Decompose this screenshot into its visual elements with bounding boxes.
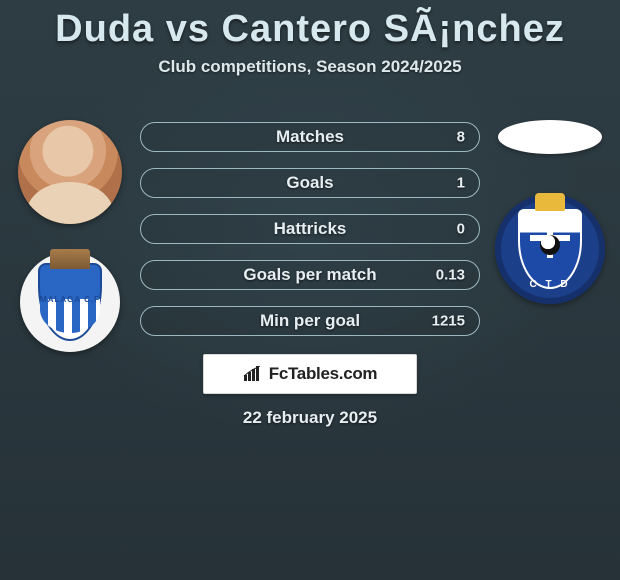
right-club-letters: C T D — [495, 279, 605, 290]
subtitle: Club competitions, Season 2024/2025 — [0, 57, 620, 77]
left-club-badge: MALAGA C.F — [20, 252, 120, 352]
header: Duda vs Cantero SÃ¡nchez Club competitio… — [0, 0, 620, 77]
stat-right-value: 0.13 — [436, 267, 465, 284]
date-label: 22 february 2025 — [0, 408, 620, 428]
stats-list: Matches 8 Goals 1 Hattricks 0 Goals per … — [140, 122, 480, 352]
stat-label: Goals per match — [243, 265, 376, 285]
stat-label: Min per goal — [260, 311, 360, 331]
stat-label: Matches — [276, 127, 344, 147]
right-player-photo-placeholder — [498, 120, 602, 154]
brand-attribution[interactable]: FcTables.com — [203, 354, 417, 394]
stat-row-goals: Goals 1 — [140, 168, 480, 198]
left-club-short: MALAGA C.F — [40, 295, 100, 304]
stat-label: Hattricks — [274, 219, 347, 239]
right-club-badge: C T D — [495, 194, 605, 304]
stat-right-value: 0 — [457, 221, 465, 238]
stat-label: Goals — [286, 173, 333, 193]
tenerife-shield-icon — [518, 209, 582, 289]
right-player-column: C T D — [490, 120, 610, 304]
left-player-photo — [18, 120, 122, 224]
stat-row-goals-per-match: Goals per match 0.13 — [140, 260, 480, 290]
stat-right-value: 8 — [457, 129, 465, 146]
brand-text: FcTables.com — [269, 364, 378, 384]
stat-row-min-per-goal: Min per goal 1215 — [140, 306, 480, 336]
stat-row-matches: Matches 8 — [140, 122, 480, 152]
stat-right-value: 1215 — [432, 313, 465, 330]
malaga-shield-icon: MALAGA C.F — [38, 263, 102, 341]
stat-row-hattricks: Hattricks 0 — [140, 214, 480, 244]
bar-chart-icon — [243, 366, 263, 382]
page-title: Duda vs Cantero SÃ¡nchez — [0, 8, 620, 51]
left-player-column: MALAGA C.F — [10, 120, 130, 352]
stat-right-value: 1 — [457, 175, 465, 192]
